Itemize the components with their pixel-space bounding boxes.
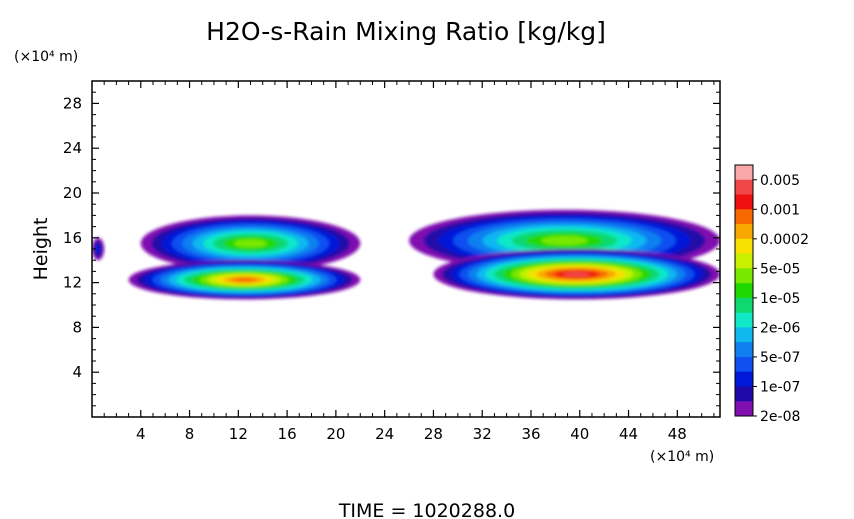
contour-west-cloud-upper: [233, 239, 268, 248]
colorbar-swatch: [735, 356, 753, 373]
x-tick-label: 20: [326, 425, 345, 443]
y-tick-label: 24: [63, 139, 82, 157]
x-tick-label: 36: [521, 425, 540, 443]
x-tick-label: 44: [619, 425, 638, 443]
x-tick-label: 32: [473, 425, 492, 443]
x-tick-label: 12: [229, 425, 248, 443]
colorbar-swatch: [735, 371, 753, 387]
colorbar-label: 2e-06: [760, 320, 800, 336]
colorbar-swatch: [735, 297, 753, 314]
x-unit-label: (×10⁴ m): [650, 449, 714, 465]
colorbar-swatch: [735, 283, 753, 299]
colorbar-swatch: [735, 386, 753, 402]
heatmap-field: [92, 209, 720, 300]
colorbar-label: 0.0002: [760, 232, 809, 248]
y-tick-label: 8: [72, 318, 82, 336]
x-tick-label: 16: [278, 425, 297, 443]
y-tick-label: 28: [63, 94, 82, 112]
colorbar-label: 2e-08: [760, 409, 800, 425]
colorbar: 0.005 0.001 0.0002 5e-05 1e-05 2e-06 5e-07 1e-0…: [734, 164, 809, 425]
colorbar-label: 5e-07: [760, 350, 800, 366]
contour-east-cloud-upper: [541, 235, 588, 246]
colorbar-swatch: [735, 209, 753, 225]
colorbar-swatch: [735, 342, 753, 358]
y-tick-label: 20: [63, 184, 82, 202]
contour-west-cloud-lower: [231, 277, 258, 282]
colorbar-swatch: [735, 194, 753, 210]
colorbar-label: 5e-05: [760, 261, 800, 277]
colorbar-swatch: [735, 165, 753, 181]
x-tick-label: 8: [185, 425, 195, 443]
colorbar-swatch: [735, 179, 753, 195]
time-footer: TIME = 1020288.0: [338, 500, 515, 519]
y-axis-label: Height: [30, 218, 52, 281]
colorbar-swatch: [735, 401, 753, 417]
contour-left-edge: [95, 244, 101, 254]
x-tick-label: 24: [375, 425, 394, 443]
colorbar-swatch: [735, 327, 753, 343]
x-tick-label: 28: [424, 425, 443, 443]
colorbar-label: 1e-05: [760, 291, 800, 307]
chart-title: H2O-s-Rain Mixing Ratio [kg/kg]: [206, 17, 606, 46]
colorbar-swatch: [735, 238, 753, 254]
y-tick-label: 16: [63, 229, 82, 247]
x-tick-label: 40: [570, 425, 589, 443]
colorbar-swatch: [735, 224, 753, 240]
x-tick-label: 4: [136, 425, 146, 443]
colorbar-label: 1e-07: [760, 379, 800, 395]
colorbar-label: 0.005: [760, 173, 800, 189]
x-tick-label: 48: [668, 425, 687, 443]
colorbar-frame: [734, 164, 754, 417]
y-tick-label: 4: [72, 363, 82, 381]
y-unit-label: (×10⁴ m): [14, 49, 78, 65]
colorbar-label: 0.001: [760, 202, 800, 218]
colorbar-swatch: [735, 312, 753, 328]
y-tick-label: 12: [63, 274, 82, 292]
colorbar-swatch: [735, 253, 753, 269]
colorbar-swatch: [735, 268, 753, 284]
contour-east-cloud-lower: [562, 271, 591, 277]
